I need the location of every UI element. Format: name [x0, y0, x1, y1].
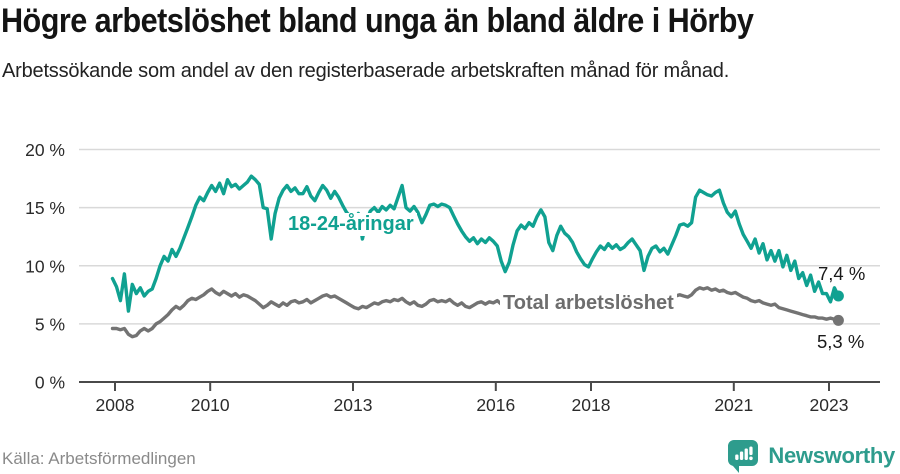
page-title: Högre arbetslöshet bland unga än bland ä…: [1, 2, 754, 40]
x-tick-label: 2021: [714, 395, 753, 415]
end-dot-total: [832, 314, 844, 326]
y-tick-label: 5 %: [35, 314, 65, 334]
end-value-label-young: 7,4 %: [818, 263, 866, 284]
series-label-young: 18-24-åringar: [285, 213, 417, 236]
x-tick-label: 2018: [572, 395, 611, 415]
x-tick-label: 2010: [191, 395, 230, 415]
x-tick-label: 2016: [476, 395, 515, 415]
newsworthy-logo-text: Newsworthy: [768, 443, 895, 468]
y-tick-label: 10 %: [25, 256, 65, 276]
x-tick-label: 2013: [334, 395, 373, 415]
newsworthy-brand: Newsworthy: [728, 439, 895, 473]
line-total: [110, 286, 841, 339]
x-tick-label: 2008: [96, 395, 135, 415]
y-tick-label: 15 %: [25, 198, 65, 218]
end-value-label-total: 5,3 %: [817, 331, 865, 352]
series-label-total: Total arbetslöshet: [500, 292, 677, 315]
x-tick-label: 2023: [810, 395, 849, 415]
y-tick-label: 20 %: [25, 140, 65, 160]
line-young: [110, 174, 841, 313]
end-dot-young: [832, 290, 844, 302]
source-note: Källa: Arbetsförmedlingen: [2, 449, 196, 468]
y-tick-label: 0 %: [35, 373, 65, 393]
page-subtitle: Arbetssökande som andel av den registerb…: [2, 60, 730, 82]
newsworthy-logo-icon: [728, 440, 759, 473]
